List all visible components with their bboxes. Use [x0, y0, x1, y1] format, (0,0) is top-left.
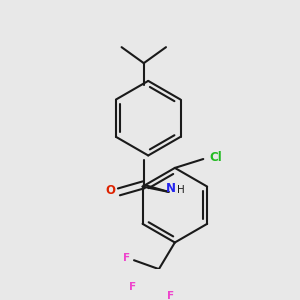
Text: F: F [129, 282, 136, 292]
Text: F: F [123, 254, 130, 263]
Text: N: N [165, 182, 176, 195]
Text: H: H [177, 185, 185, 195]
Text: F: F [167, 291, 174, 300]
Text: O: O [105, 184, 115, 197]
Text: Cl: Cl [209, 151, 222, 164]
